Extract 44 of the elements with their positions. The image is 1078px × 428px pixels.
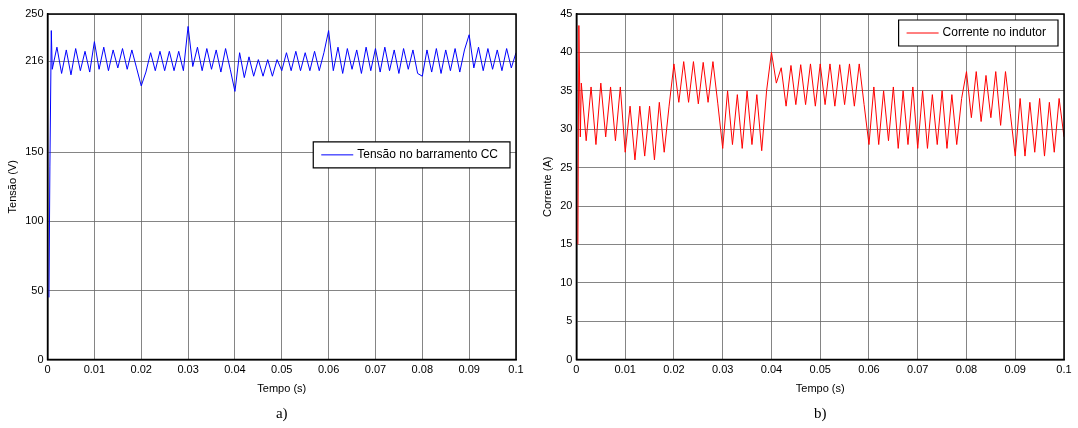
- y-tick-label: 50: [31, 283, 44, 296]
- y-tick-label: 40: [560, 45, 573, 58]
- x-tick-label: 0.06: [858, 363, 880, 376]
- y-tick-label: 100: [25, 214, 44, 227]
- x-axis-title: Tempo (s): [257, 382, 307, 395]
- x-tick-label: 0.1: [1056, 363, 1072, 376]
- x-tick-label: 0.1: [508, 363, 524, 376]
- x-tick-label: 0.03: [177, 363, 199, 376]
- x-tick-label: 0.01: [83, 363, 106, 376]
- x-tick-label: 0.08: [955, 363, 978, 376]
- x-tick-label: 0.04: [224, 363, 246, 376]
- text: b): [813, 405, 827, 422]
- y-tick-label: 20: [560, 199, 573, 212]
- y-tick-label: 216: [25, 54, 44, 67]
- x-tick-label: 0.09: [458, 363, 480, 376]
- y-axis-title: Tensão (V): [5, 160, 18, 214]
- y-tick-label: 10: [560, 275, 573, 288]
- legend-label: Tensão no barramento CC: [357, 147, 499, 162]
- x-tick-label: 0.09: [1004, 363, 1026, 376]
- y-tick-label: 5: [566, 314, 573, 327]
- x-tick-label: 0.07: [364, 363, 387, 376]
- y-tick-label: 250: [25, 7, 44, 20]
- x-axis-title: Tempo (s): [795, 382, 845, 395]
- y-tick-label: 30: [560, 122, 573, 135]
- y-tick-label: 0: [566, 352, 573, 365]
- y-tick-label: 25: [560, 160, 573, 173]
- y-tick-label: 45: [560, 7, 573, 20]
- x-tick-label: 0.01: [614, 363, 636, 376]
- x-tick-label: 0.07: [907, 363, 929, 376]
- y-tick-label: 0: [37, 352, 44, 365]
- x-tick-label: 0.05: [271, 363, 293, 376]
- x-tick-label: 0.02: [130, 363, 152, 376]
- x-tick-label: 0.02: [663, 363, 685, 376]
- y-axis-title: Corrente (A): [540, 156, 553, 218]
- x-tick-label: 0.05: [809, 363, 831, 376]
- legend-label: Corrente no indutor: [942, 25, 1047, 40]
- y-tick-label: 15: [560, 237, 573, 250]
- y-tick-label: 35: [560, 83, 573, 96]
- x-tick-label: 0.04: [760, 363, 783, 376]
- x-tick-label: 0.03: [711, 363, 734, 376]
- text: a): [275, 405, 288, 422]
- y-tick-label: 150: [25, 145, 44, 158]
- x-tick-label: 0.06: [317, 363, 340, 376]
- x-tick-label: 0.08: [411, 363, 434, 376]
